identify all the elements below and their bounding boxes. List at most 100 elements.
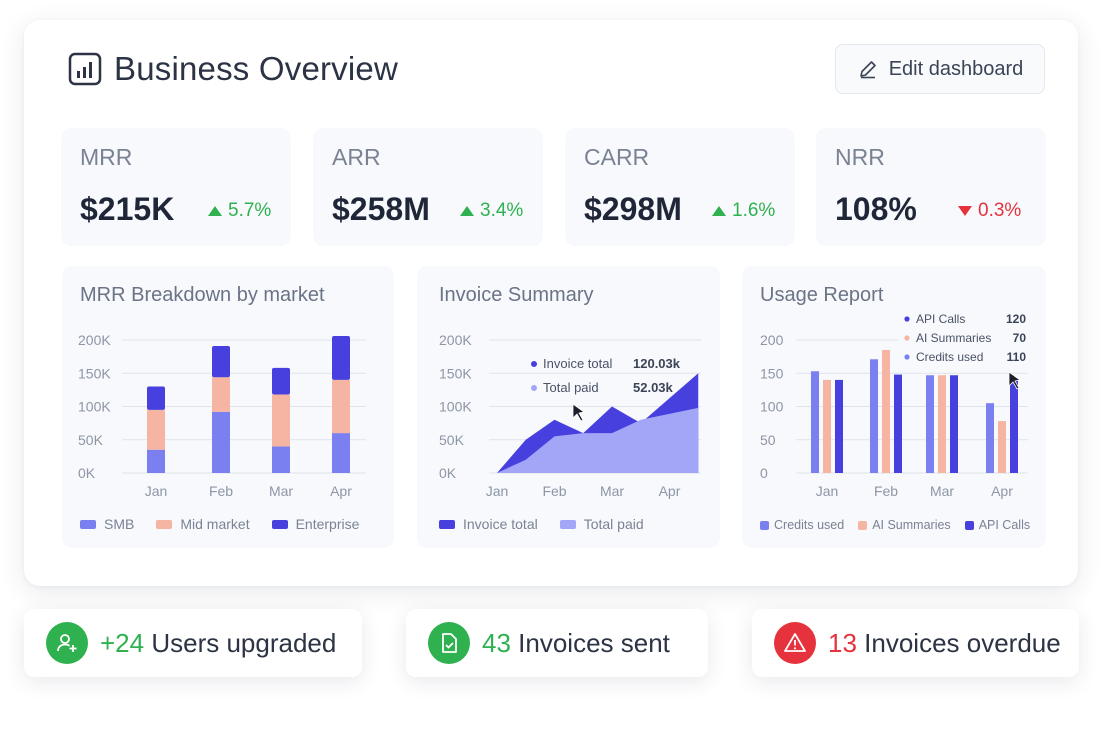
page-title: Business Overview (114, 50, 398, 87)
y-tick-label: 50K (439, 432, 465, 448)
x-tick-label: Feb (874, 483, 898, 499)
bar (811, 371, 819, 473)
arrow-up-icon (460, 206, 474, 216)
legend-label: Total paid (583, 516, 644, 532)
legend-swatch (271, 519, 288, 529)
kpi-card-carr: CARR $298M 1.6% (565, 128, 795, 246)
y-tick-label: 200K (439, 332, 472, 348)
pencil-icon (859, 61, 876, 79)
chart-title: MRR Breakdown by market (80, 284, 325, 306)
y-tick-label: 150K (439, 365, 472, 381)
y-tick-label: 150 (760, 365, 784, 381)
y-tick-label: 200K (78, 332, 111, 348)
tooltip-dot (904, 354, 910, 360)
bar-segment (272, 446, 290, 473)
legend-item: Invoice total (439, 516, 538, 532)
y-tick-label: 100K (439, 399, 472, 415)
kpi-value: $298M (584, 191, 682, 227)
kpi-change-value: 1.6% (732, 200, 776, 221)
invoice-summary-chart: 0K 50K 100K 150K 200K Jan Feb Mar Apr Invoice tot… (439, 332, 701, 499)
kpi-label: MRR (80, 144, 133, 170)
x-tick-label: Apr (659, 483, 681, 499)
legend-swatch (964, 520, 974, 530)
chart-legend: Credits used AI Summaries API Calls (760, 518, 1030, 532)
tooltip-dot (531, 361, 537, 367)
legend-item: AI Summaries (858, 518, 951, 532)
dashboard-card: Business Overview Edit dashboard MRR $21… (24, 20, 1078, 586)
tooltip-dot (904, 335, 910, 341)
legend-swatch (559, 519, 576, 529)
arrow-up-icon (208, 206, 222, 216)
tooltip-value: 70 (1013, 331, 1027, 345)
bar-chart-icon (68, 52, 102, 86)
y-tick-label: 0K (78, 465, 96, 481)
bar (938, 375, 946, 473)
y-tick-label: 0 (760, 465, 768, 481)
kpi-label: NRR (835, 144, 885, 170)
bar-segment (212, 345, 230, 378)
kpi-label: ARR (332, 144, 381, 170)
x-tick-label: Jan (816, 483, 839, 499)
invoices-sent-pill: 43 Invoices sent (406, 609, 708, 677)
legend-swatch (439, 519, 455, 529)
area-series (497, 407, 699, 473)
bar-segment (272, 367, 290, 395)
kpi-label: CARR (584, 144, 650, 170)
x-tick-label: Apr (991, 483, 1013, 499)
bar-segment (332, 379, 350, 434)
bar-segment (147, 449, 165, 473)
kpi-value: 108% (835, 191, 917, 227)
tooltip-label: API Calls (916, 312, 965, 326)
edit-dashboard-label: Edit dashboard (888, 57, 1024, 80)
tooltip-row-bg (898, 348, 1034, 366)
pill-count: +24 (100, 627, 145, 658)
y-tick-label: 150K (78, 365, 111, 381)
pill-count: 43 (482, 627, 511, 658)
x-tick-label: Mar (930, 483, 954, 499)
y-tick-label: 50 (760, 432, 776, 448)
tooltip-value: 120.03k (633, 356, 681, 371)
legend-label: SMB (104, 516, 135, 532)
legend-label: Invoice total (463, 516, 538, 532)
usage-report-card: Usage Report 0 50 100 150 200 Jan Feb Mar Apr API… (742, 266, 1046, 548)
legend-item: Mid market (156, 516, 250, 532)
tooltip-label: Total paid (543, 380, 599, 395)
bar (950, 375, 958, 473)
document-check-icon (428, 622, 470, 664)
chart-legend: Invoice total Total paid (439, 516, 644, 532)
legend-swatch (80, 519, 96, 529)
kpi-change-value: 5.7% (228, 200, 272, 221)
x-tick-label: Mar (269, 483, 293, 499)
legend-label: Credits used (774, 518, 845, 532)
chart-title: Usage Report (760, 284, 884, 306)
warning-icon (774, 622, 816, 664)
bar (894, 374, 902, 473)
x-tick-label: Feb (209, 483, 233, 499)
bar-segment (147, 409, 165, 450)
kpi-change: 1.6% (712, 200, 775, 222)
tooltip-value: 120 (1006, 312, 1026, 326)
bar-segment (332, 433, 350, 473)
bar (998, 421, 1006, 473)
arrow-down-icon (958, 206, 972, 216)
usage-report-chart: 0 50 100 150 200 Jan Feb Mar Apr API Calls 120 AI S… (760, 310, 1034, 499)
bar-segment (332, 336, 350, 380)
y-tick-label: 0K (439, 465, 457, 481)
y-tick-label: 50K (78, 432, 104, 448)
kpi-change: 5.7% (208, 200, 271, 222)
x-tick-label: Mar (600, 483, 624, 499)
tooltip-label: AI Summaries (916, 331, 991, 345)
bar (823, 379, 831, 473)
legend-item: Enterprise (271, 516, 360, 532)
edit-dashboard-button[interactable]: Edit dashboard (835, 44, 1045, 94)
tooltip-dot (531, 385, 537, 391)
tooltip-label: Invoice total (543, 356, 612, 371)
bar (870, 359, 878, 473)
kpi-change-value: 3.4% (480, 200, 524, 221)
legend-item: SMB (80, 516, 134, 532)
invoice-summary-card: Invoice Summary 0K 50K 100K 150K 200K Jan Feb M… (417, 266, 720, 548)
legend-label: Mid market (180, 516, 250, 532)
legend-label: Enterprise (295, 516, 360, 532)
users-upgraded-pill: +24 Users upgraded (24, 609, 362, 677)
mrr-breakdown-chart: 0K 50K 100K 150K 200K Jan Feb Mar Apr (78, 332, 366, 499)
